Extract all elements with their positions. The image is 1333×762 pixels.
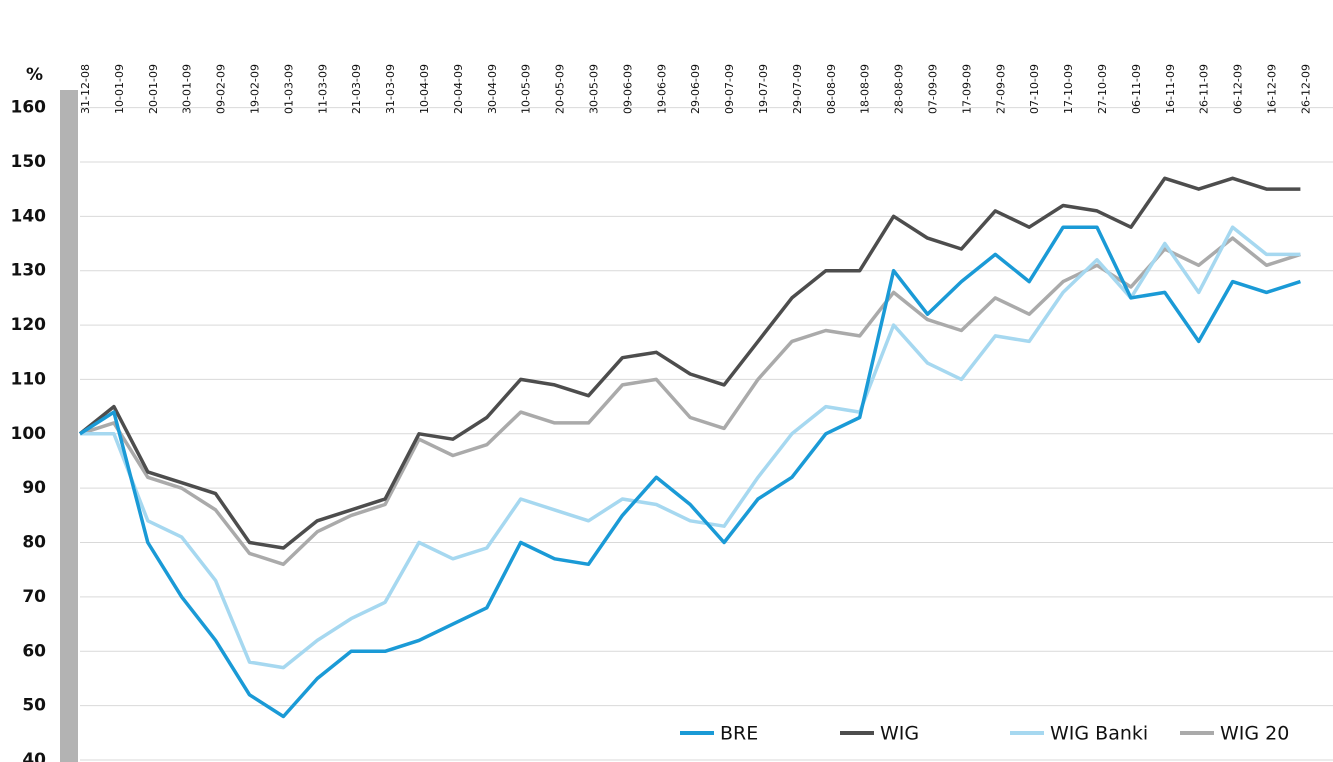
y-tick-label: 100: [11, 424, 47, 444]
x-tick-label: 20-04-09: [452, 64, 465, 114]
x-tick-label: 28-08-09: [893, 64, 906, 114]
line-series: [79, 236, 1301, 567]
x-tick-label: 09-02-09: [215, 64, 228, 114]
x-tick-label: 29-07-09: [791, 64, 804, 114]
y-tick-label: 160: [11, 98, 47, 118]
x-tick-label: 19-07-09: [757, 64, 770, 114]
x-tick-label: 09-07-09: [723, 64, 736, 114]
x-tick-label: 10-04-09: [418, 64, 431, 114]
x-tick-label: 19-02-09: [249, 64, 262, 114]
y-tick-label: 60: [22, 641, 46, 661]
x-tick-label: 17-10-09: [1062, 64, 1075, 114]
x-tick-label: 06-11-09: [1130, 64, 1143, 114]
x-tick-label: 20-01-09: [147, 64, 160, 114]
x-tick-label: 09-06-09: [621, 64, 634, 114]
legend-label: WIG: [880, 723, 919, 745]
x-tick-label: 08-08-09: [825, 64, 838, 114]
x-tick-label: 30-05-09: [588, 64, 601, 114]
x-tick-label: 29-06-09: [689, 64, 702, 114]
y-tick-label: 50: [22, 696, 46, 716]
legend-label: WIG 20: [1220, 723, 1289, 745]
x-tick-label: 31-03-09: [384, 64, 397, 114]
x-tick-label: 30-01-09: [181, 64, 194, 114]
x-tick-label: 10-05-09: [520, 64, 533, 114]
x-tick-label: 11-03-09: [316, 64, 329, 114]
x-tick-label: 26-11-09: [1198, 64, 1211, 114]
x-tick-label: 27-10-09: [1096, 64, 1109, 114]
x-tick-label: 07-09-09: [927, 64, 940, 114]
axis-bar: [60, 90, 78, 762]
x-tick-label: 19-06-09: [655, 64, 668, 114]
x-tick-label: 20-05-09: [554, 64, 567, 114]
x-tick-label: 17-09-09: [960, 64, 973, 114]
x-tick-label: 01-03-09: [282, 64, 295, 114]
x-tick-label: 16-11-09: [1164, 64, 1177, 114]
legend-label: BRE: [720, 723, 758, 745]
x-tick-label: 21-03-09: [350, 64, 363, 114]
x-tick-label: 27-09-09: [994, 64, 1007, 114]
y-unit: %: [26, 65, 43, 85]
x-tick-label: 06-12-09: [1232, 64, 1245, 114]
y-tick-label: 150: [11, 152, 47, 172]
y-tick-label: 140: [11, 206, 47, 226]
y-tick-label: 70: [22, 587, 46, 607]
x-tick-label: 18-08-09: [859, 64, 872, 114]
legend-label: WIG Banki: [1050, 723, 1148, 745]
y-tick-label: 120: [11, 315, 47, 335]
y-tick-label: 110: [11, 369, 47, 389]
x-tick-label: 31-12-08: [79, 64, 92, 114]
line-series: [80, 225, 1301, 670]
x-tick-label: 07-10-09: [1028, 64, 1041, 114]
x-tick-label: 30-04-09: [486, 64, 499, 114]
x-tick-label: 26-12-09: [1299, 64, 1312, 114]
line-series: [78, 176, 1301, 550]
x-tick-label: 10-01-09: [113, 64, 126, 114]
line-series: [79, 225, 1301, 719]
y-tick-label: 40: [22, 750, 46, 762]
x-tick-label: 16-12-09: [1266, 64, 1279, 114]
y-tick-label: 130: [11, 261, 47, 281]
y-tick-label: 90: [22, 478, 46, 498]
y-tick-label: 80: [22, 533, 46, 553]
